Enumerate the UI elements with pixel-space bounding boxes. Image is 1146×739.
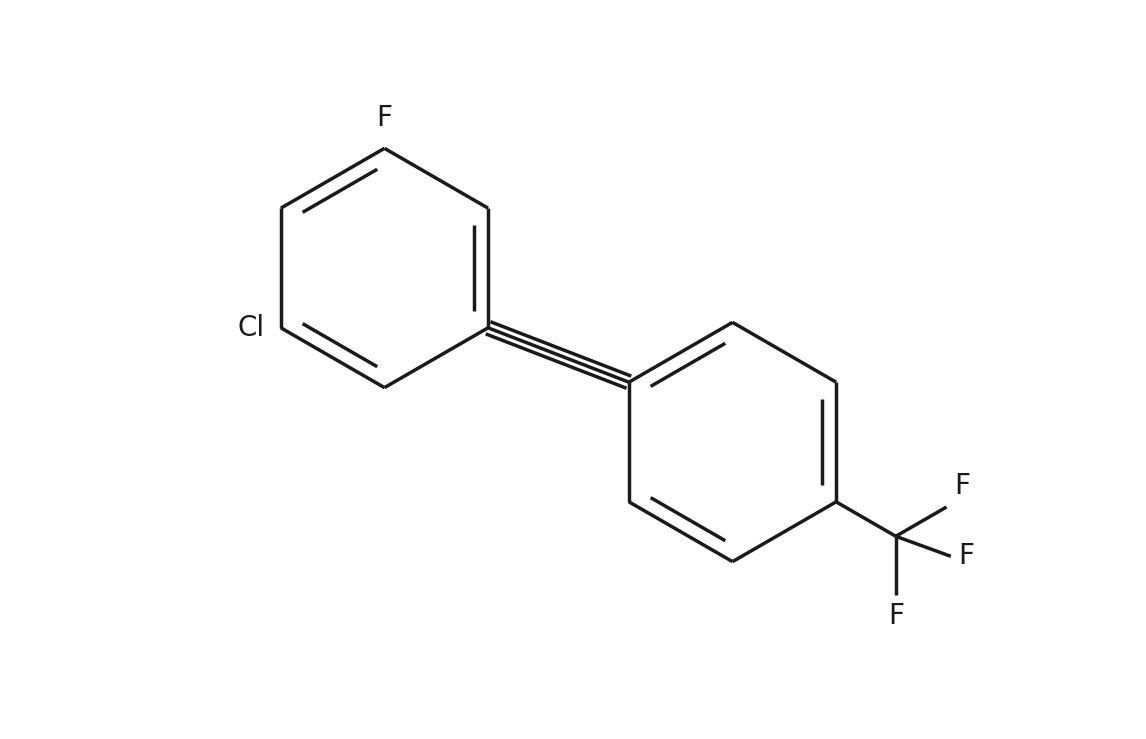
Text: Cl: Cl (237, 314, 265, 342)
Text: F: F (377, 104, 392, 132)
Text: F: F (888, 602, 904, 630)
Text: F: F (953, 471, 970, 500)
Text: F: F (958, 542, 974, 571)
